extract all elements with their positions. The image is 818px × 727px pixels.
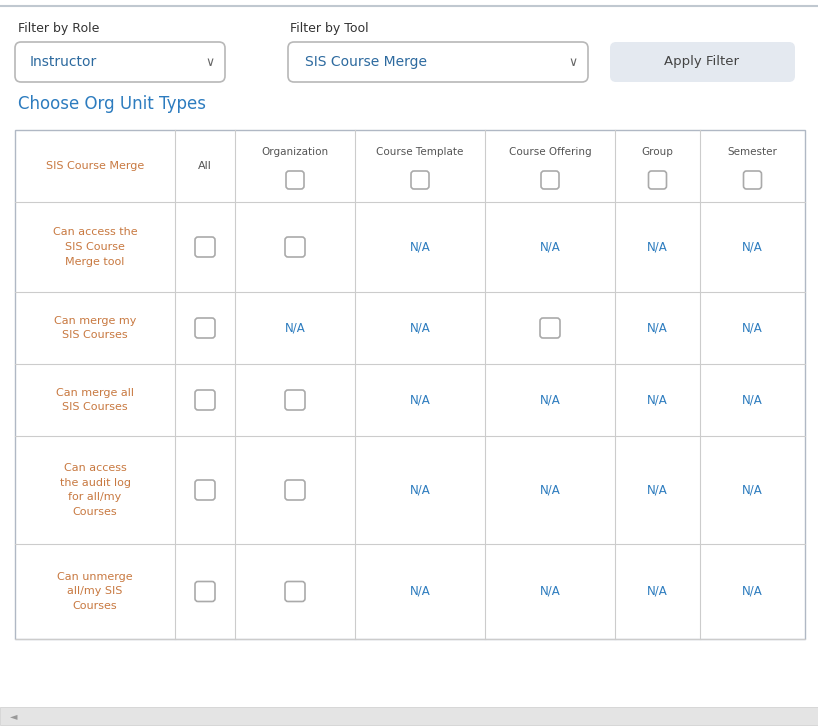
- Text: Instructor: Instructor: [30, 55, 97, 69]
- Text: Course Offering: Course Offering: [509, 147, 591, 157]
- FancyBboxPatch shape: [610, 42, 795, 82]
- FancyBboxPatch shape: [286, 171, 304, 189]
- FancyBboxPatch shape: [411, 171, 429, 189]
- Text: N/A: N/A: [540, 393, 560, 406]
- Text: Can unmerge
all/my SIS
Courses: Can unmerge all/my SIS Courses: [57, 571, 133, 611]
- Text: N/A: N/A: [742, 241, 763, 254]
- Text: N/A: N/A: [540, 483, 560, 497]
- FancyBboxPatch shape: [195, 480, 215, 500]
- FancyBboxPatch shape: [649, 171, 667, 189]
- Text: Filter by Role: Filter by Role: [18, 22, 99, 35]
- Text: Group: Group: [641, 147, 673, 157]
- FancyBboxPatch shape: [195, 318, 215, 338]
- Text: SIS Course Merge: SIS Course Merge: [46, 161, 144, 171]
- Text: Semester: Semester: [727, 147, 777, 157]
- Text: Can access the
SIS Course
Merge tool: Can access the SIS Course Merge tool: [52, 228, 137, 267]
- Text: N/A: N/A: [540, 585, 560, 598]
- Text: N/A: N/A: [410, 483, 430, 497]
- Text: Choose Org Unit Types: Choose Org Unit Types: [18, 95, 206, 113]
- Text: N/A: N/A: [647, 321, 667, 334]
- FancyBboxPatch shape: [285, 390, 305, 410]
- Text: ∨: ∨: [205, 55, 214, 68]
- Text: ∨: ∨: [569, 55, 578, 68]
- Text: ◄: ◄: [11, 711, 18, 721]
- Text: N/A: N/A: [410, 585, 430, 598]
- Text: N/A: N/A: [410, 241, 430, 254]
- FancyBboxPatch shape: [15, 42, 225, 82]
- FancyBboxPatch shape: [540, 318, 560, 338]
- Text: N/A: N/A: [410, 393, 430, 406]
- Text: N/A: N/A: [742, 585, 763, 598]
- Text: SIS Course Merge: SIS Course Merge: [305, 55, 427, 69]
- Text: N/A: N/A: [647, 393, 667, 406]
- Text: Organization: Organization: [262, 147, 329, 157]
- Text: N/A: N/A: [647, 585, 667, 598]
- Text: N/A: N/A: [540, 241, 560, 254]
- FancyBboxPatch shape: [0, 707, 818, 725]
- Text: Can merge all
SIS Courses: Can merge all SIS Courses: [56, 387, 134, 412]
- Text: N/A: N/A: [647, 241, 667, 254]
- FancyBboxPatch shape: [195, 582, 215, 601]
- Text: N/A: N/A: [742, 483, 763, 497]
- FancyBboxPatch shape: [744, 171, 762, 189]
- FancyBboxPatch shape: [285, 237, 305, 257]
- Text: All: All: [198, 161, 212, 171]
- Text: N/A: N/A: [742, 321, 763, 334]
- Text: N/A: N/A: [742, 393, 763, 406]
- Text: Can merge my
SIS Courses: Can merge my SIS Courses: [54, 316, 136, 340]
- FancyBboxPatch shape: [285, 582, 305, 601]
- FancyBboxPatch shape: [195, 237, 215, 257]
- Text: N/A: N/A: [285, 321, 305, 334]
- Text: N/A: N/A: [647, 483, 667, 497]
- FancyBboxPatch shape: [288, 42, 588, 82]
- Text: Course Template: Course Template: [376, 147, 464, 157]
- Text: Can access
the audit log
for all/my
Courses: Can access the audit log for all/my Cour…: [60, 463, 131, 517]
- FancyBboxPatch shape: [285, 480, 305, 500]
- FancyBboxPatch shape: [195, 390, 215, 410]
- Text: Filter by Tool: Filter by Tool: [290, 22, 369, 35]
- Text: N/A: N/A: [410, 321, 430, 334]
- Text: Apply Filter: Apply Filter: [664, 55, 739, 68]
- FancyBboxPatch shape: [541, 171, 559, 189]
